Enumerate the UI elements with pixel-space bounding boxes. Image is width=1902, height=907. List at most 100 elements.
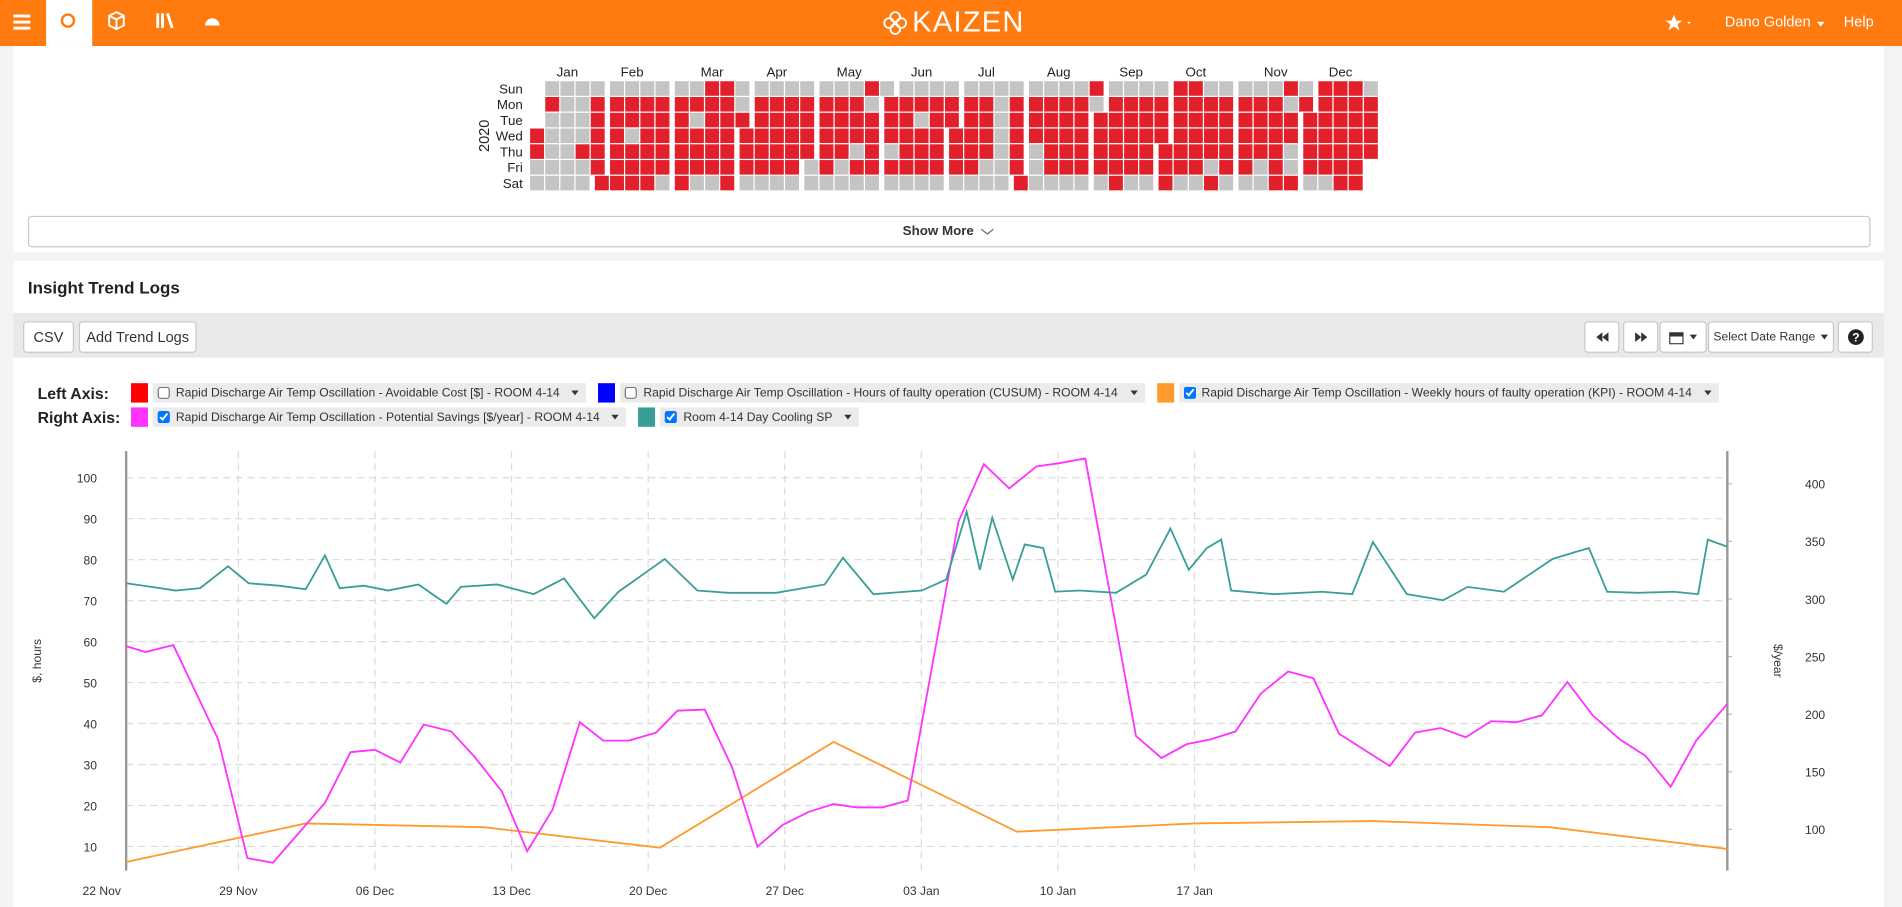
section-title: Insight Trend Logs: [27, 277, 180, 298]
legend-caret: [844, 414, 852, 420]
calendar-cell: [754, 175, 769, 191]
calendar-cell: [1303, 175, 1318, 191]
date-range-button[interactable]: Select Date Range: [1707, 321, 1835, 353]
calendar-cell: [1253, 144, 1268, 159]
navbar: KAIZEN Dano Golden Help: [0, 0, 1902, 47]
brand-logo: [883, 11, 908, 35]
calendar-cell: [754, 160, 769, 175]
calendar-cell: [1028, 175, 1043, 191]
legend-select[interactable]: Rapid Discharge Air Temp Oscillation - P…: [152, 407, 627, 427]
calendar-button[interactable]: [1659, 321, 1707, 353]
legend-entry[interactable]: Rapid Discharge Air Temp Oscillation - H…: [598, 383, 1145, 403]
calendar-cell: [1158, 175, 1173, 191]
x-tick-label: 10 Jan: [1040, 884, 1076, 898]
add-trend-logs[interactable]: Add Trend Logs: [78, 321, 197, 353]
calendar-cell: [530, 128, 545, 144]
insight-icon: [60, 13, 76, 28]
calendar-cell: [655, 128, 670, 144]
calendar-cell: [864, 81, 879, 96]
show-more[interactable]: Show More: [27, 215, 1871, 248]
legend-select[interactable]: Rapid Discharge Air Temp Oscillation - W…: [1178, 383, 1719, 403]
y2-tick-label: 100: [1805, 823, 1825, 837]
user-menu[interactable]: Dano Golden: [1724, 13, 1825, 31]
legend-select[interactable]: Rapid Discharge Air Temp Oscillation - A…: [152, 383, 587, 403]
x-tick-label: 29 Nov: [219, 884, 258, 898]
brand[interactable]: KAIZEN: [912, 6, 1025, 39]
next-button[interactable]: [1623, 321, 1659, 353]
day-label: Fri: [507, 160, 523, 175]
legend-checkbox[interactable]: [157, 386, 170, 399]
calendar-cell: [1268, 160, 1283, 175]
gauge-icon[interactable]: [204, 18, 220, 26]
calendar-cell: [545, 160, 560, 175]
legend-select[interactable]: Rapid Discharge Air Temp Oscillation - H…: [620, 383, 1145, 403]
calendar-cell: [979, 128, 994, 144]
calendar-cell: [1238, 112, 1253, 128]
legend-name: Room 4-14 Day Cooling SP: [683, 410, 833, 424]
calendar-cell: [1074, 128, 1089, 144]
calendar-cell: [819, 160, 834, 175]
help-button[interactable]: ?: [1837, 321, 1873, 353]
active-tab[interactable]: [46, 0, 93, 47]
legend-entry[interactable]: Rapid Discharge Air Temp Oscillation - P…: [131, 407, 627, 427]
cube-icon[interactable]: [108, 11, 125, 31]
legend-checkbox[interactable]: [665, 411, 678, 424]
calendar-cell: [640, 175, 655, 191]
calendar-cell: [1139, 160, 1154, 175]
calendar-cell: [785, 144, 800, 159]
calendar-cell: [1188, 175, 1203, 191]
user-name[interactable]: Dano Golden: [1724, 13, 1811, 31]
calendar-cell: [674, 97, 689, 112]
previous-button[interactable]: [1584, 321, 1620, 353]
calendar-cell: [929, 97, 944, 112]
calendar-cell: [590, 160, 605, 175]
legend-checkbox[interactable]: [157, 411, 170, 424]
library-icon[interactable]: [156, 12, 174, 29]
calendar-cell: [1318, 97, 1333, 112]
nav-icons: [13, 0, 220, 47]
legend-entry[interactable]: Rapid Discharge Air Temp Oscillation - A…: [131, 383, 587, 403]
favorites[interactable]: [1665, 13, 1694, 32]
calendar-cell: [1219, 81, 1234, 96]
calendar-cell: [739, 160, 754, 175]
help-link[interactable]: Help: [1843, 13, 1874, 31]
calendar-cell: [1009, 160, 1024, 175]
x-tick-label: 17 Jan: [1176, 884, 1212, 898]
calendar-cell: [849, 160, 864, 175]
series-line: [126, 508, 1728, 620]
calendar-cell: [739, 144, 754, 159]
month-label: Aug: [1047, 64, 1071, 79]
legend-checkbox[interactable]: [1183, 386, 1196, 399]
calendar-cell: [640, 97, 655, 112]
calendar-cell: [735, 112, 750, 128]
y2-tick-label: 300: [1805, 593, 1825, 607]
calendar-cell: [884, 175, 899, 191]
x-tick-label: 22 Nov: [83, 884, 122, 898]
series-line: [125, 740, 1728, 863]
calendar-cell: [785, 97, 800, 112]
calendar-cell: [1028, 81, 1043, 96]
legend-entry[interactable]: Rapid Discharge Air Temp Oscillation - W…: [1156, 383, 1719, 403]
csv-button[interactable]: CSV: [23, 321, 74, 353]
calendar-cell: [1028, 97, 1043, 112]
legend-swatch: [131, 383, 148, 403]
calendar-cell: [560, 160, 575, 175]
calendar-cell: [1173, 97, 1188, 112]
calendar-cell: [1318, 144, 1333, 159]
calendar-cell: [1173, 144, 1188, 159]
calendar-cell: [1348, 81, 1363, 96]
legend-entry[interactable]: Room 4-14 Day Cooling SP: [638, 407, 860, 427]
calendar-cell: [964, 112, 979, 128]
calendar-cell: [1253, 97, 1268, 112]
legend-checkbox[interactable]: [625, 386, 638, 399]
calendar-cell: [1283, 112, 1298, 128]
calendar-cell: [655, 160, 670, 175]
calendar-cell: [1139, 97, 1154, 112]
calendar-cell: [655, 81, 670, 96]
legend-select[interactable]: Room 4-14 Day Cooling SP: [660, 407, 860, 427]
calendar-cell: [944, 112, 959, 128]
date-range-text[interactable]: Select Date Range: [1713, 330, 1816, 344]
menu-icon[interactable]: [13, 14, 31, 30]
show-more-text[interactable]: Show More: [902, 224, 974, 239]
calendar-cell: [994, 112, 1009, 128]
